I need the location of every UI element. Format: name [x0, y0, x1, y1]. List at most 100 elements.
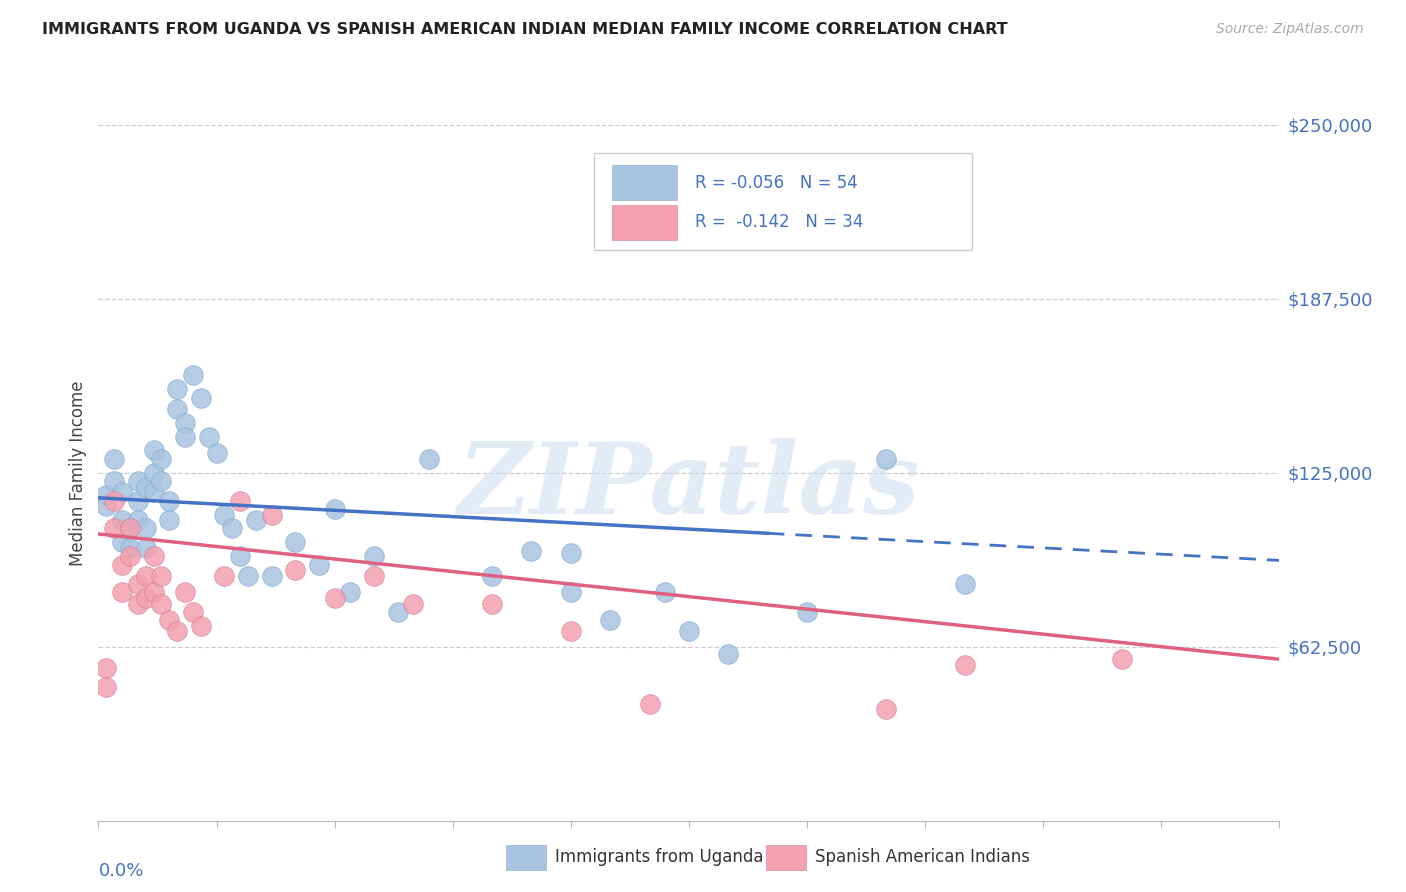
- Point: [560, 624, 582, 639]
- Point: [142, 585, 165, 599]
- Text: Immigrants from Uganda: Immigrants from Uganda: [555, 848, 763, 866]
- Point: [875, 451, 897, 466]
- Point: [560, 546, 582, 560]
- Point: [245, 513, 267, 527]
- FancyBboxPatch shape: [595, 153, 973, 250]
- Point: [221, 521, 243, 535]
- Point: [174, 585, 197, 599]
- Point: [150, 451, 173, 466]
- Point: [260, 568, 283, 582]
- Point: [111, 585, 134, 599]
- Point: [654, 585, 676, 599]
- Point: [157, 493, 180, 508]
- Point: [96, 499, 118, 513]
- Text: Source: ZipAtlas.com: Source: ZipAtlas.com: [1216, 22, 1364, 37]
- Point: [127, 597, 149, 611]
- Point: [205, 446, 228, 460]
- Point: [118, 541, 141, 555]
- Y-axis label: Median Family Income: Median Family Income: [69, 380, 87, 566]
- Point: [166, 382, 188, 396]
- Text: R =  -0.142   N = 34: R = -0.142 N = 34: [695, 213, 863, 231]
- Point: [339, 585, 361, 599]
- Point: [190, 391, 212, 405]
- Point: [111, 558, 134, 572]
- Point: [166, 401, 188, 416]
- Point: [520, 543, 543, 558]
- Point: [127, 513, 149, 527]
- Point: [157, 613, 180, 627]
- Point: [236, 568, 259, 582]
- Point: [96, 660, 118, 674]
- Point: [953, 657, 976, 672]
- Point: [135, 591, 157, 605]
- Point: [150, 568, 173, 582]
- Point: [953, 577, 976, 591]
- Point: [717, 647, 740, 661]
- Point: [157, 513, 180, 527]
- Text: ZIPatlas: ZIPatlas: [458, 439, 920, 535]
- Point: [142, 549, 165, 564]
- Point: [387, 605, 409, 619]
- Point: [323, 591, 346, 605]
- Point: [127, 474, 149, 488]
- Point: [96, 488, 118, 502]
- Point: [111, 535, 134, 549]
- Point: [150, 597, 173, 611]
- Point: [150, 474, 173, 488]
- Point: [127, 577, 149, 591]
- FancyBboxPatch shape: [612, 205, 678, 240]
- Point: [418, 451, 440, 466]
- Point: [214, 508, 236, 522]
- Point: [166, 624, 188, 639]
- Point: [103, 474, 125, 488]
- Point: [402, 597, 425, 611]
- Point: [142, 443, 165, 458]
- Point: [181, 605, 204, 619]
- Point: [174, 429, 197, 443]
- Point: [142, 485, 165, 500]
- Point: [111, 513, 134, 527]
- Point: [599, 613, 621, 627]
- Point: [1111, 652, 1133, 666]
- Point: [127, 493, 149, 508]
- Point: [363, 568, 385, 582]
- Point: [678, 624, 700, 639]
- Point: [103, 451, 125, 466]
- Text: IMMIGRANTS FROM UGANDA VS SPANISH AMERICAN INDIAN MEDIAN FAMILY INCOME CORRELATI: IMMIGRANTS FROM UGANDA VS SPANISH AMERIC…: [42, 22, 1008, 37]
- Point: [103, 521, 125, 535]
- Point: [96, 680, 118, 694]
- Point: [135, 480, 157, 494]
- Point: [308, 558, 330, 572]
- Point: [142, 466, 165, 480]
- Point: [118, 521, 141, 535]
- Text: Spanish American Indians: Spanish American Indians: [815, 848, 1031, 866]
- Point: [229, 549, 252, 564]
- Point: [111, 485, 134, 500]
- Point: [174, 416, 197, 430]
- Point: [363, 549, 385, 564]
- Point: [103, 493, 125, 508]
- Point: [284, 535, 307, 549]
- Point: [190, 619, 212, 633]
- Point: [135, 568, 157, 582]
- Point: [181, 368, 204, 383]
- Point: [284, 563, 307, 577]
- Point: [118, 549, 141, 564]
- Point: [260, 508, 283, 522]
- Point: [560, 585, 582, 599]
- Point: [796, 605, 818, 619]
- Text: 0.0%: 0.0%: [98, 863, 143, 880]
- Point: [118, 521, 141, 535]
- Point: [481, 597, 503, 611]
- FancyBboxPatch shape: [612, 165, 678, 200]
- Point: [135, 541, 157, 555]
- Point: [481, 568, 503, 582]
- Text: R = -0.056   N = 54: R = -0.056 N = 54: [695, 174, 858, 192]
- Point: [638, 697, 661, 711]
- Point: [229, 493, 252, 508]
- Point: [875, 702, 897, 716]
- Point: [323, 502, 346, 516]
- Point: [214, 568, 236, 582]
- Point: [197, 429, 219, 443]
- Point: [135, 521, 157, 535]
